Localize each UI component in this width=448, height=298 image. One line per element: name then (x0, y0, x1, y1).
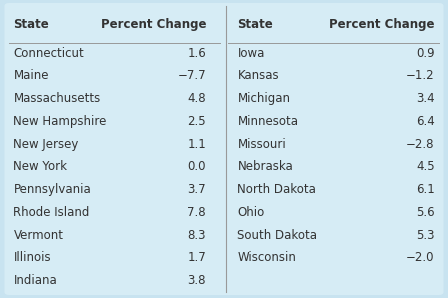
Text: −7.7: −7.7 (177, 69, 206, 82)
Text: −2.0: −2.0 (406, 252, 435, 264)
Text: 8.3: 8.3 (188, 229, 206, 242)
Text: Iowa: Iowa (237, 46, 265, 60)
Text: Nebraska: Nebraska (237, 160, 293, 173)
Text: 0.9: 0.9 (416, 46, 435, 60)
Text: Michigan: Michigan (237, 92, 290, 105)
Text: New Hampshire: New Hampshire (13, 115, 107, 128)
Text: Rhode Island: Rhode Island (13, 206, 90, 219)
Text: −1.2: −1.2 (406, 69, 435, 82)
Text: Indiana: Indiana (13, 274, 57, 287)
Text: Vermont: Vermont (13, 229, 64, 242)
Text: Kansas: Kansas (237, 69, 279, 82)
Text: North Dakota: North Dakota (237, 183, 316, 196)
Text: 3.4: 3.4 (416, 92, 435, 105)
Text: Percent Change: Percent Change (329, 18, 435, 31)
Text: Massachusetts: Massachusetts (13, 92, 101, 105)
Text: South Dakota: South Dakota (237, 229, 318, 242)
Text: Percent Change: Percent Change (101, 18, 206, 31)
Text: Wisconsin: Wisconsin (237, 252, 296, 264)
Text: Connecticut: Connecticut (13, 46, 84, 60)
Text: Pennsylvania: Pennsylvania (13, 183, 91, 196)
Text: 3.8: 3.8 (188, 274, 206, 287)
Text: 2.5: 2.5 (187, 115, 206, 128)
Text: 5.6: 5.6 (416, 206, 435, 219)
Text: 0.0: 0.0 (188, 160, 206, 173)
Text: Illinois: Illinois (13, 252, 51, 264)
Text: 3.7: 3.7 (187, 183, 206, 196)
Text: Minnesota: Minnesota (237, 115, 298, 128)
Text: 6.4: 6.4 (416, 115, 435, 128)
Text: 1.6: 1.6 (187, 46, 206, 60)
Text: Ohio: Ohio (237, 206, 265, 219)
Text: 1.7: 1.7 (187, 252, 206, 264)
Text: 5.3: 5.3 (416, 229, 435, 242)
Text: 4.8: 4.8 (187, 92, 206, 105)
Text: 4.5: 4.5 (416, 160, 435, 173)
Text: New York: New York (13, 160, 68, 173)
Text: −2.8: −2.8 (406, 138, 435, 150)
Text: 6.1: 6.1 (416, 183, 435, 196)
Text: Maine: Maine (13, 69, 49, 82)
Text: 7.8: 7.8 (187, 206, 206, 219)
Text: Missouri: Missouri (237, 138, 286, 150)
Text: New Jersey: New Jersey (13, 138, 79, 150)
Text: 1.1: 1.1 (187, 138, 206, 150)
Text: State: State (13, 18, 49, 31)
FancyBboxPatch shape (4, 3, 444, 295)
Text: State: State (237, 18, 273, 31)
